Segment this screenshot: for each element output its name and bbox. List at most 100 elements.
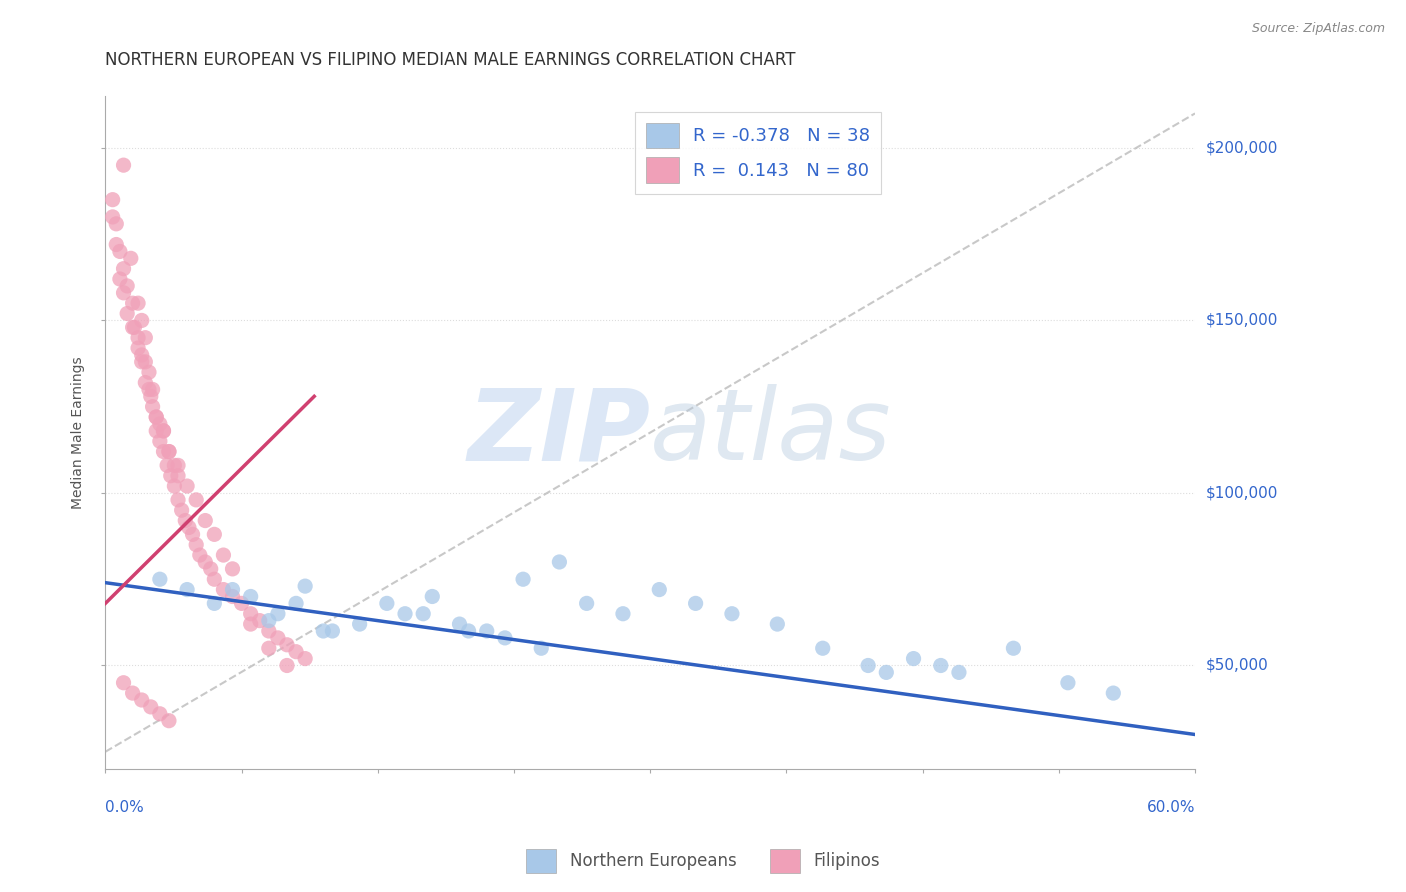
Point	[494, 631, 516, 645]
Point	[349, 617, 371, 632]
Point	[138, 383, 160, 397]
Point	[1057, 675, 1080, 690]
Point	[239, 590, 262, 604]
Point	[115, 279, 138, 293]
Point	[145, 410, 167, 425]
Point	[112, 675, 135, 690]
Point	[267, 607, 290, 621]
Point	[167, 492, 190, 507]
Point	[149, 434, 172, 449]
Point	[127, 341, 149, 355]
Point	[131, 313, 153, 327]
Point	[163, 458, 186, 473]
Point	[108, 244, 131, 259]
Point	[1102, 686, 1125, 700]
Point	[475, 624, 498, 638]
Point	[294, 579, 316, 593]
Point	[157, 444, 180, 458]
Point	[149, 417, 172, 431]
Point	[221, 590, 243, 604]
Point	[186, 492, 208, 507]
Point	[212, 548, 235, 562]
Y-axis label: Median Male Earnings: Median Male Earnings	[72, 356, 86, 509]
Point	[174, 514, 197, 528]
Point	[948, 665, 970, 680]
Point	[811, 641, 834, 656]
Point	[181, 527, 204, 541]
Point	[186, 538, 208, 552]
Point	[257, 624, 280, 638]
Point	[721, 607, 744, 621]
Point	[412, 607, 434, 621]
Text: $150,000: $150,000	[1206, 313, 1278, 328]
Legend: R = -0.378   N = 38, R =  0.143   N = 80: R = -0.378 N = 38, R = 0.143 N = 80	[636, 112, 882, 194]
Point	[112, 261, 135, 276]
Point	[176, 582, 198, 597]
Point	[685, 596, 707, 610]
Text: atlas: atlas	[650, 384, 891, 481]
Point	[188, 548, 211, 562]
Text: 60.0%: 60.0%	[1146, 799, 1195, 814]
Text: $50,000: $50,000	[1206, 658, 1268, 673]
Point	[124, 320, 146, 334]
Point	[239, 607, 262, 621]
Point	[112, 158, 135, 172]
Point	[134, 376, 156, 390]
Text: ZIP: ZIP	[467, 384, 650, 481]
Text: $100,000: $100,000	[1206, 485, 1278, 500]
Point	[202, 527, 225, 541]
Point	[176, 479, 198, 493]
Point	[548, 555, 571, 569]
Point	[612, 607, 634, 621]
Point	[249, 614, 271, 628]
Point	[121, 320, 143, 334]
Point	[145, 424, 167, 438]
Point	[127, 331, 149, 345]
Point	[929, 658, 952, 673]
Point	[170, 503, 193, 517]
Point	[142, 400, 165, 414]
Point	[276, 638, 298, 652]
Point	[105, 217, 128, 231]
Point	[575, 596, 598, 610]
Point	[139, 389, 162, 403]
Point	[101, 210, 124, 224]
Point	[856, 658, 879, 673]
Point	[420, 590, 443, 604]
Point	[200, 562, 222, 576]
Point	[239, 617, 262, 632]
Point	[152, 424, 174, 438]
Point	[142, 383, 165, 397]
Point	[139, 699, 162, 714]
Point	[177, 520, 200, 534]
Point	[121, 686, 143, 700]
Point	[145, 410, 167, 425]
Point	[285, 596, 308, 610]
Point	[1002, 641, 1025, 656]
Point	[131, 348, 153, 362]
Point	[138, 365, 160, 379]
Point	[134, 331, 156, 345]
Point	[294, 651, 316, 665]
Legend: Northern Europeans, Filipinos: Northern Europeans, Filipinos	[520, 842, 886, 880]
Point	[875, 665, 897, 680]
Point	[457, 624, 479, 638]
Point	[267, 631, 290, 645]
Point	[231, 596, 253, 610]
Point	[163, 479, 186, 493]
Point	[194, 555, 217, 569]
Point	[152, 444, 174, 458]
Text: Source: ZipAtlas.com: Source: ZipAtlas.com	[1251, 22, 1385, 36]
Point	[112, 285, 135, 300]
Point	[212, 582, 235, 597]
Point	[167, 458, 190, 473]
Point	[167, 468, 190, 483]
Point	[257, 641, 280, 656]
Point	[127, 296, 149, 310]
Point	[152, 424, 174, 438]
Point	[131, 355, 153, 369]
Point	[285, 645, 308, 659]
Text: NORTHERN EUROPEAN VS FILIPINO MEDIAN MALE EARNINGS CORRELATION CHART: NORTHERN EUROPEAN VS FILIPINO MEDIAN MAL…	[105, 51, 796, 70]
Point	[648, 582, 671, 597]
Point	[115, 306, 138, 320]
